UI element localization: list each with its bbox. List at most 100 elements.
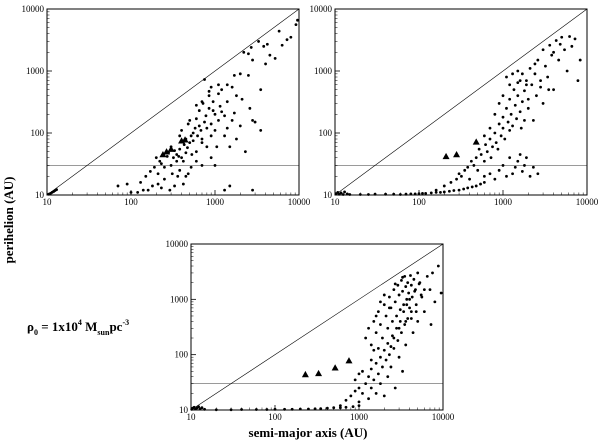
data-point [146, 188, 150, 192]
data-point [168, 188, 172, 192]
data-point [536, 172, 540, 176]
annotation-equals: = 1x10 [38, 319, 78, 334]
x-tick-label: 100 [412, 197, 426, 207]
data-point [230, 118, 234, 122]
data-point [386, 326, 390, 330]
data-point [434, 191, 438, 194]
data-point [345, 192, 349, 196]
data-point [463, 168, 467, 172]
data-point [525, 79, 528, 83]
data-point [379, 382, 382, 385]
triangle-marker [181, 136, 189, 143]
data-point [248, 106, 252, 110]
data-point [503, 137, 507, 141]
data-point [439, 191, 442, 194]
data-point [397, 355, 401, 359]
data-point [382, 303, 386, 307]
annotation-exponent: 4 [78, 318, 82, 327]
data-point [505, 75, 508, 79]
data-point [209, 156, 213, 160]
data-point [396, 339, 400, 342]
data-point [223, 188, 226, 192]
data-point [247, 52, 250, 56]
data-point [220, 88, 224, 92]
data-point [505, 106, 508, 110]
data-point [240, 408, 243, 411]
triangle-marker [167, 145, 175, 152]
data-point [520, 170, 524, 173]
data-point [433, 300, 437, 304]
data-point [557, 58, 561, 62]
data-point [238, 72, 242, 76]
data-point [421, 192, 424, 195]
y-axis-title: perihelion (AU) [1, 176, 16, 263]
data-point [207, 106, 211, 110]
data-point [153, 165, 156, 169]
data-point [203, 407, 206, 411]
plot-frame [190, 243, 444, 411]
data-point [528, 67, 532, 70]
data-point [552, 50, 555, 54]
data-point [189, 134, 193, 138]
data-point [214, 408, 218, 412]
triangle-marker [301, 370, 309, 378]
data-point [544, 64, 547, 68]
data-point [264, 62, 267, 66]
data-point [469, 159, 473, 163]
data-point [156, 182, 160, 186]
triangle-marker [163, 148, 171, 155]
data-point [539, 85, 542, 89]
data-point [199, 129, 203, 132]
data-point [488, 172, 492, 176]
data-point [205, 145, 209, 149]
data-point [548, 43, 552, 47]
annotation-unit-sun: sun [97, 328, 110, 337]
data-point [523, 164, 526, 167]
data-point [220, 110, 224, 114]
data-point [189, 165, 193, 169]
data-point [515, 117, 518, 121]
data-point [386, 341, 390, 345]
data-point [393, 386, 397, 390]
data-point [186, 122, 190, 126]
data-point [253, 120, 257, 124]
data-point [215, 145, 219, 149]
data-point [541, 48, 545, 52]
x-axis-title: semi-major axis (AU) [249, 425, 368, 440]
data-point [384, 358, 388, 362]
data-point [398, 319, 402, 323]
data-point [472, 164, 476, 167]
annotation-unit-mass: M [82, 319, 98, 334]
data-point [404, 319, 408, 323]
triangle-marker [315, 369, 323, 377]
data-point [351, 405, 355, 409]
data-point [474, 156, 478, 160]
data-point [488, 126, 492, 130]
data-point [273, 56, 277, 60]
data-point [384, 314, 388, 318]
data-point [409, 283, 413, 287]
data-point [535, 94, 538, 98]
data-point [382, 348, 386, 352]
data-point [158, 159, 162, 163]
data-point [139, 180, 142, 184]
data-point [116, 184, 120, 188]
data-point [400, 331, 403, 335]
data-point [298, 407, 302, 411]
data-point [496, 147, 500, 151]
data-point [223, 134, 226, 138]
data-point [431, 271, 434, 275]
data-point [409, 317, 413, 320]
data-point [392, 346, 396, 350]
plot-frame [334, 8, 588, 196]
data-point [578, 58, 582, 62]
data-point [154, 156, 158, 160]
data-point [439, 291, 443, 295]
data-point [172, 156, 175, 160]
data-point [531, 165, 535, 169]
data-point [374, 314, 378, 318]
data-point [523, 118, 526, 122]
data-point [181, 159, 185, 163]
data-point [203, 120, 206, 124]
